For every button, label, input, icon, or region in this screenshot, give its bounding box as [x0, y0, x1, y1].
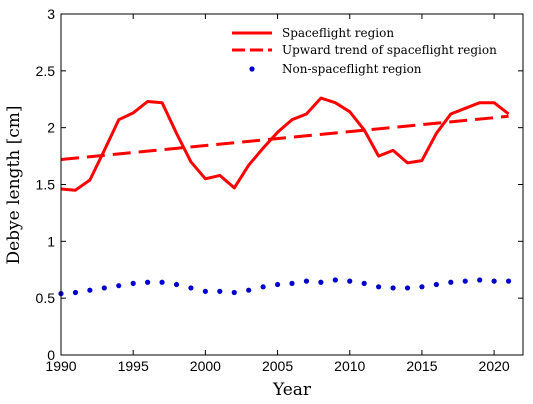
- non-spaceflight-region-point: [361, 280, 367, 286]
- ticks-layer: 1990 1995 2000 2005 2010 2015 2020 0 0.5 1 1.5 2 2.5…: [36, 6, 523, 374]
- non-spaceflight-region-point: [303, 278, 310, 284]
- non-spaceflight-region-point: [202, 288, 208, 294]
- legend-spaceflight-region-label: Spaceflight region: [282, 26, 394, 40]
- x-tick-label: 1990: [45, 358, 76, 374]
- spaceflight-region-line: [60, 96, 510, 192]
- non-spaceflight-region-point: [433, 281, 439, 288]
- legend-upward-trend-of-spaceflight-region-label: Upward trend of spaceflight region: [282, 43, 497, 57]
- y-axis-title: Debye length [cm]: [4, 105, 24, 264]
- non-spaceflight-region-point: [87, 287, 93, 293]
- y-tick-label: 2.5: [36, 63, 56, 79]
- y-tick-label: 2: [47, 120, 55, 136]
- non-spaceflight-region-point: [419, 284, 425, 290]
- x-axis-title: Year: [272, 380, 312, 400]
- legend-non-spaceflight-region-marker: [249, 66, 255, 72]
- non-spaceflight-region-point: [274, 281, 281, 288]
- y-tick-label: 1.5: [36, 177, 56, 193]
- non-spaceflight-region-point: [347, 278, 353, 284]
- non-spaceflight-region-point: [448, 279, 454, 285]
- non-spaceflight-region-point: [231, 289, 237, 296]
- non-spaceflight-region-point: [72, 289, 79, 296]
- non-spaceflight-region-point: [173, 281, 180, 288]
- non-spaceflight-region-point: [462, 278, 468, 284]
- legend-non-spaceflight-region-label: Non-spaceflight region: [282, 62, 422, 76]
- non-spaceflight-region-point: [246, 287, 252, 293]
- series-layer: [58, 96, 512, 297]
- non-spaceflight-region-point: [159, 279, 165, 285]
- x-tick-label: 2005: [262, 358, 293, 374]
- non-spaceflight-region-point: [332, 277, 338, 283]
- non-spaceflight-region-point: [505, 278, 512, 284]
- x-tick-label: 2000: [190, 358, 221, 374]
- legend: Spaceflight region Upward trend of spacef…: [232, 26, 497, 76]
- non-spaceflight-region-point: [188, 285, 194, 291]
- non-spaceflight-region-point: [101, 285, 107, 291]
- x-tick-label: 2010: [334, 358, 365, 374]
- non-spaceflight-region-point: [145, 279, 151, 285]
- non-spaceflight-region-point: [491, 278, 497, 284]
- x-tick-label: 2015: [406, 358, 437, 374]
- x-tick-label: 1995: [118, 358, 149, 374]
- upward-trend-of-spaceflight-region-line: [60, 114, 509, 161]
- non-spaceflight-region-point: [289, 280, 295, 286]
- non-spaceflight-region-point: [404, 285, 411, 291]
- y-tick-label: 0: [47, 347, 55, 363]
- plot-area: [61, 14, 523, 355]
- non-spaceflight-region-point: [116, 283, 122, 289]
- y-tick-label: 1: [47, 233, 55, 249]
- non-spaceflight-region-point: [477, 277, 483, 283]
- y-tick-label: 3: [47, 6, 55, 22]
- y-tick-label: 0.5: [36, 290, 56, 306]
- non-spaceflight-region-point: [260, 284, 266, 290]
- non-spaceflight-region-point: [217, 288, 223, 294]
- non-spaceflight-region-point: [376, 284, 382, 290]
- non-spaceflight-region-point: [390, 285, 396, 291]
- x-tick-label: 2020: [479, 358, 510, 374]
- non-spaceflight-region-point: [130, 280, 136, 286]
- non-spaceflight-region-point: [318, 279, 324, 285]
